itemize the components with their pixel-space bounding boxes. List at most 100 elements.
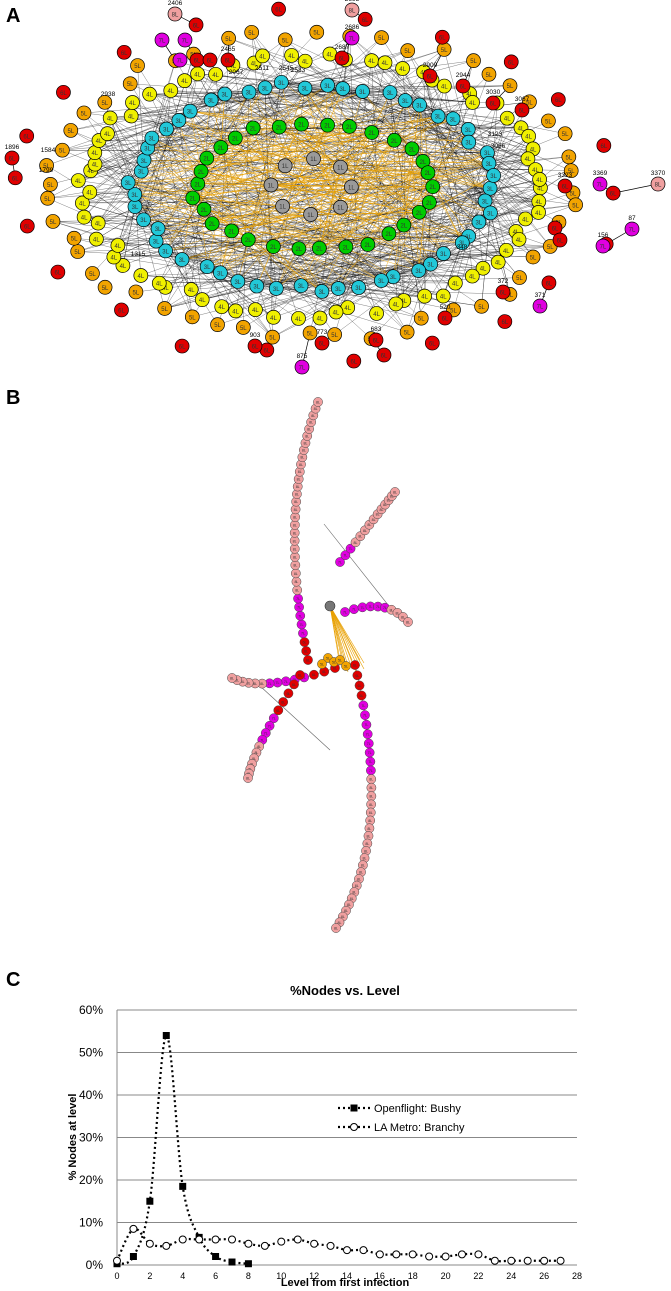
network-a-edge [273, 152, 488, 247]
network-a-node-level-4 [75, 195, 90, 211]
network-a-node-label: 4L [344, 306, 351, 312]
network-a-edge [207, 246, 551, 267]
network-a-edge [220, 94, 226, 148]
network-a-node-label: 6L [546, 281, 553, 287]
legend-label: LA Metro: Branchy [374, 1122, 465, 1134]
network-a-edge [235, 137, 491, 214]
network-a-edge [212, 115, 439, 224]
network-b-node-label: 7L [300, 623, 304, 627]
network-a-node-level-2 [213, 140, 229, 155]
data-point-circle [375, 1250, 384, 1259]
data-point-circle [458, 1250, 466, 1259]
network-a-node-label: 2L [343, 245, 350, 251]
network-a-edge [300, 186, 433, 286]
network-b-node-label: 8L [406, 621, 410, 625]
network-b-node-label: 8L [365, 842, 369, 846]
network-b-node-label: 6L [286, 692, 290, 696]
panel-c-label: C [6, 969, 21, 991]
network-a-node-label: 4L [81, 216, 88, 222]
network-b-node-label: 8L [395, 611, 399, 615]
network-b-node-label: 8L [260, 682, 264, 686]
network-b-node-label: 6L [312, 673, 316, 677]
network-a-node-label: 2L [245, 238, 252, 244]
network-a-edge [298, 288, 339, 319]
network-a-node-level-6 [357, 11, 373, 27]
network-a-edge [393, 275, 473, 277]
network-b-node [352, 670, 363, 681]
data-point-circle [490, 1256, 499, 1265]
network-b-node-label: 8L [302, 449, 306, 453]
network-a-edge [319, 163, 490, 249]
network-a-node-level-7 [177, 32, 193, 48]
network-a-node-label: 3L [179, 258, 186, 264]
network-a-node-level-4 [284, 48, 299, 63]
network-a-node-label: 4L [79, 201, 86, 207]
network-b-node-label: 8L [293, 516, 297, 520]
network-a-edge [192, 197, 283, 207]
network-b-node [243, 773, 253, 783]
network-b-node-label: 8L [367, 523, 371, 527]
network-a-node-label: 4L [156, 282, 163, 288]
network-a-node-label: 2L [429, 185, 436, 191]
network-a-edge [166, 128, 221, 148]
network-a-edge [613, 183, 659, 194]
network-a-node-level-3 [461, 134, 477, 150]
x-tick-label: 12 [309, 1271, 319, 1281]
network-a-node-label: 2L [203, 157, 210, 163]
network-a-edge [252, 127, 419, 271]
network-a-node-label: 2L [209, 222, 216, 228]
network-b-node-label: 6L [304, 650, 308, 654]
network-a-node-level-6 [346, 353, 362, 369]
data-point-circle [425, 1252, 434, 1261]
network-b-node-label: 8L [299, 463, 303, 467]
network-a-node-level-3 [454, 235, 470, 251]
network-b-node [227, 673, 237, 683]
network-b-node [403, 617, 413, 627]
network-a-node-label: 5L [331, 333, 338, 339]
network-a-node-label: 5L [441, 48, 448, 54]
network-a-edge [298, 248, 359, 288]
network-a-edge [389, 92, 422, 319]
network-a-node-level-5 [557, 126, 573, 142]
network-a-node-level-5 [76, 105, 92, 121]
y-tick-label: 20% [79, 1173, 103, 1187]
network-b-node-label: 7L [260, 738, 264, 742]
data-point-circle [441, 1252, 450, 1261]
network-a-node-label: 4L [96, 139, 103, 145]
network-a-edge [340, 140, 395, 208]
network-a-node-label: 4L [259, 54, 266, 60]
network-a-node-label: 1L [282, 164, 289, 170]
network-a-edge [490, 188, 539, 202]
data-point-circle [211, 1235, 220, 1244]
network-a-node-level-4 [312, 310, 328, 326]
network-a-node-label: 4L [120, 264, 127, 270]
network-a-node-level-3 [150, 221, 166, 236]
network-a-node-level-7 [624, 221, 640, 237]
network-a-node-level-3 [203, 92, 219, 108]
network-a-node-label: 4L [251, 62, 258, 68]
network-a-node-label: 5L [404, 331, 411, 337]
network-b-node-label: 7L [343, 554, 347, 558]
network-a-edge [279, 126, 341, 168]
network-b-node-label: 8L [235, 679, 239, 683]
network-b-node [358, 700, 369, 711]
data-point-square [228, 1258, 236, 1266]
network-a-node-level-3 [158, 243, 173, 259]
network-a-node-level-5 [235, 320, 251, 335]
network-a-node-level-2 [227, 130, 243, 146]
network-b-node-label: 8L [293, 547, 297, 551]
network-a-node-level-5 [541, 113, 556, 129]
network-a-edge [340, 206, 390, 234]
network-b-node-label: 8L [314, 407, 318, 411]
network-a-node-level-3 [174, 252, 190, 267]
network-b-node-label: 8L [358, 535, 362, 539]
network-a-edge [345, 100, 406, 248]
network-a-node-label: 3L [176, 119, 183, 125]
network-b-node [268, 713, 279, 724]
network-a-edge [393, 276, 444, 297]
network-a-node-label: 7L [299, 366, 306, 372]
network-a-node-label: 2L [198, 170, 205, 176]
data-point-circle [260, 1241, 269, 1250]
network-b-node-label: 8L [369, 803, 373, 807]
network-a-node-level-5 [277, 32, 293, 48]
